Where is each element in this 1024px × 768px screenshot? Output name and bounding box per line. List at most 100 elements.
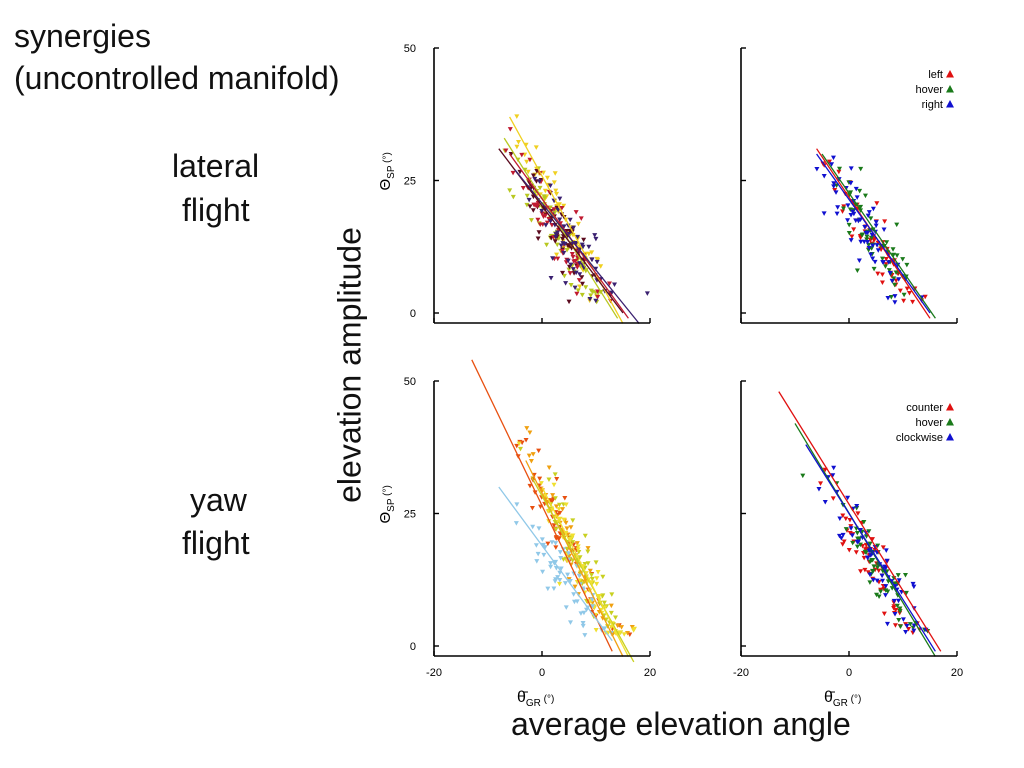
legend-label: clockwise: [896, 432, 943, 444]
data-point: [832, 188, 838, 193]
data-point: [847, 530, 853, 536]
data-point: [519, 152, 525, 158]
data-point: [882, 264, 888, 269]
data-point: [892, 611, 898, 617]
data-point: [890, 247, 896, 252]
data-point: [553, 188, 559, 194]
data-point: [526, 180, 532, 186]
data-point: [557, 510, 563, 516]
data-point: [896, 277, 902, 282]
data-point: [532, 176, 538, 182]
data-point: [882, 219, 888, 224]
row-label-lateral-line-1: lateral: [172, 148, 260, 184]
data-point: [585, 546, 591, 551]
data-point: [565, 258, 571, 264]
chart-panel-lateral-by-fly: 0 25 50 ΘSP (°): [377, 43, 651, 325]
data-point: [575, 221, 581, 227]
data-point: [858, 239, 864, 245]
data-point: [595, 289, 601, 294]
data-point: [883, 593, 889, 598]
data-point: [578, 611, 584, 616]
data-point: [892, 300, 898, 305]
data-point: [871, 238, 877, 243]
data-point: [579, 281, 585, 287]
slide-title-line-1: synergies: [14, 18, 151, 54]
data-point: [531, 202, 537, 208]
series-hover-points: [800, 473, 931, 634]
data-point: [572, 285, 578, 291]
data-point: [542, 188, 548, 194]
data-point: [563, 502, 569, 508]
data-point: [552, 496, 558, 501]
data-point: [539, 537, 545, 542]
data-point: [632, 626, 638, 632]
data-point: [548, 219, 554, 224]
legend: left hover right: [915, 69, 954, 111]
data-point: [551, 180, 557, 185]
data-point: [896, 598, 902, 604]
data-point: [866, 529, 872, 534]
data-point: [544, 242, 550, 248]
data-point: [526, 453, 532, 459]
data-point: [557, 516, 563, 522]
data-point: [508, 151, 514, 157]
data-point: [901, 292, 907, 298]
data-point: [864, 546, 870, 551]
data-point: [534, 204, 540, 209]
data-point: [837, 166, 843, 172]
data-point: [831, 181, 837, 186]
data-point: [533, 543, 539, 548]
data-point: [589, 576, 595, 582]
data-point: [863, 530, 869, 536]
data-point: [557, 217, 563, 222]
data-point: [551, 207, 557, 212]
data-point: [594, 576, 600, 581]
data-point: [593, 298, 599, 304]
data-point: [577, 555, 583, 560]
data-point: [822, 500, 828, 505]
fit-line-group-3: [541, 486, 629, 657]
legend-marker: [946, 433, 954, 441]
data-point: [562, 581, 568, 586]
data-point: [559, 206, 565, 211]
data-point: [556, 202, 562, 207]
data-point: [526, 197, 532, 203]
data-point: [555, 256, 561, 262]
data-point: [854, 544, 860, 550]
data-point: [561, 557, 567, 562]
data-point: [514, 443, 520, 449]
data-point: [883, 588, 889, 593]
data-point: [553, 545, 559, 550]
data-point: [904, 262, 910, 268]
data-point: [858, 217, 864, 222]
data-point: [533, 145, 539, 150]
data-point: [897, 606, 903, 612]
data-point: [879, 256, 885, 262]
data-point: [867, 572, 873, 578]
row-label-lateral-line-2: flight: [182, 192, 250, 228]
data-point: [554, 476, 560, 482]
data-point: [886, 260, 892, 265]
data-point: [627, 632, 633, 638]
data-point: [515, 139, 521, 145]
data-point: [536, 179, 542, 184]
row-label-yaw-line-1: yaw: [190, 482, 247, 518]
data-point: [527, 483, 533, 489]
data-point: [567, 271, 573, 276]
data-point: [579, 242, 585, 248]
data-point: [870, 577, 876, 583]
data-point: [556, 502, 562, 508]
data-point: [841, 539, 847, 544]
data-point: [540, 214, 546, 219]
data-point: [570, 540, 576, 545]
data-point: [589, 257, 595, 263]
y-tick-label: 50: [404, 43, 416, 55]
data-point: [524, 159, 530, 165]
data-point: [574, 265, 580, 270]
fit-line-group-4: [498, 486, 613, 642]
data-point: [894, 222, 900, 228]
data-point: [574, 541, 580, 546]
data-point: [565, 243, 571, 248]
y-tick-label: 0: [410, 641, 416, 653]
data-point: [547, 205, 553, 211]
